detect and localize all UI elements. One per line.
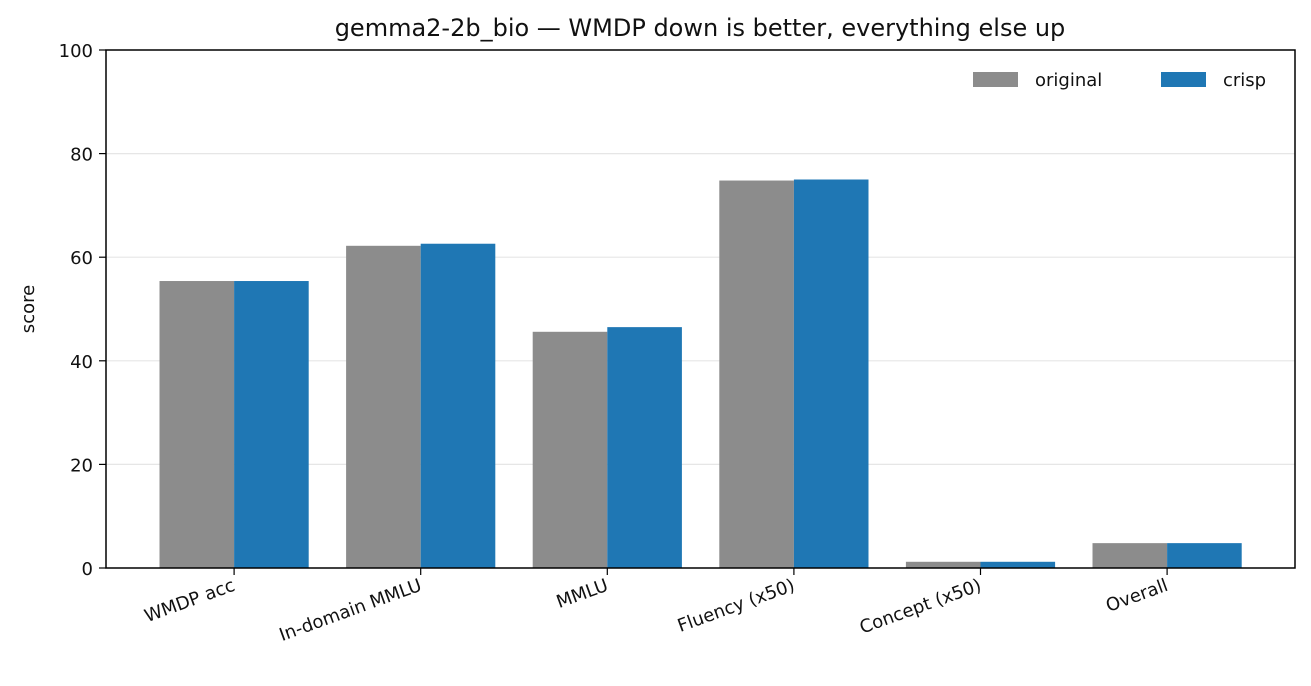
bar-original-4 bbox=[905, 561, 981, 568]
y-tick-label: 80 bbox=[70, 145, 93, 166]
bar-crisp-0 bbox=[234, 281, 309, 568]
y-tick-label: 40 bbox=[70, 352, 93, 373]
bar-crisp-4 bbox=[980, 561, 1056, 568]
bar-crisp-3 bbox=[793, 179, 869, 568]
y-tick-label: 100 bbox=[59, 41, 93, 62]
legend-label-crisp: crisp bbox=[1223, 70, 1266, 91]
y-axis: 0 20 40 60 80 100 bbox=[59, 41, 106, 580]
legend: original crisp bbox=[973, 70, 1266, 91]
plot-frame bbox=[105, 49, 1296, 569]
legend-swatch-original bbox=[973, 72, 1018, 87]
chart-title: gemma2-2b_bio — WMDP down is better, eve… bbox=[335, 14, 1066, 42]
bars-group bbox=[159, 179, 1242, 568]
y-tick-label: 0 bbox=[82, 559, 93, 580]
y-axis-label: score bbox=[18, 285, 39, 333]
legend-swatch-crisp bbox=[1161, 72, 1206, 87]
bar-original-2 bbox=[532, 331, 608, 568]
bar-crisp-1 bbox=[420, 243, 496, 568]
bar-original-5 bbox=[1092, 543, 1168, 568]
bar-crisp-5 bbox=[1167, 543, 1242, 568]
bar-original-1 bbox=[346, 245, 421, 568]
bar-original-3 bbox=[719, 180, 794, 568]
y-tick-label: 20 bbox=[70, 455, 93, 476]
bar-original-0 bbox=[159, 281, 235, 568]
y-tick-label: 60 bbox=[70, 248, 93, 269]
bar-crisp-2 bbox=[607, 327, 682, 568]
legend-label-original: original bbox=[1035, 70, 1102, 91]
